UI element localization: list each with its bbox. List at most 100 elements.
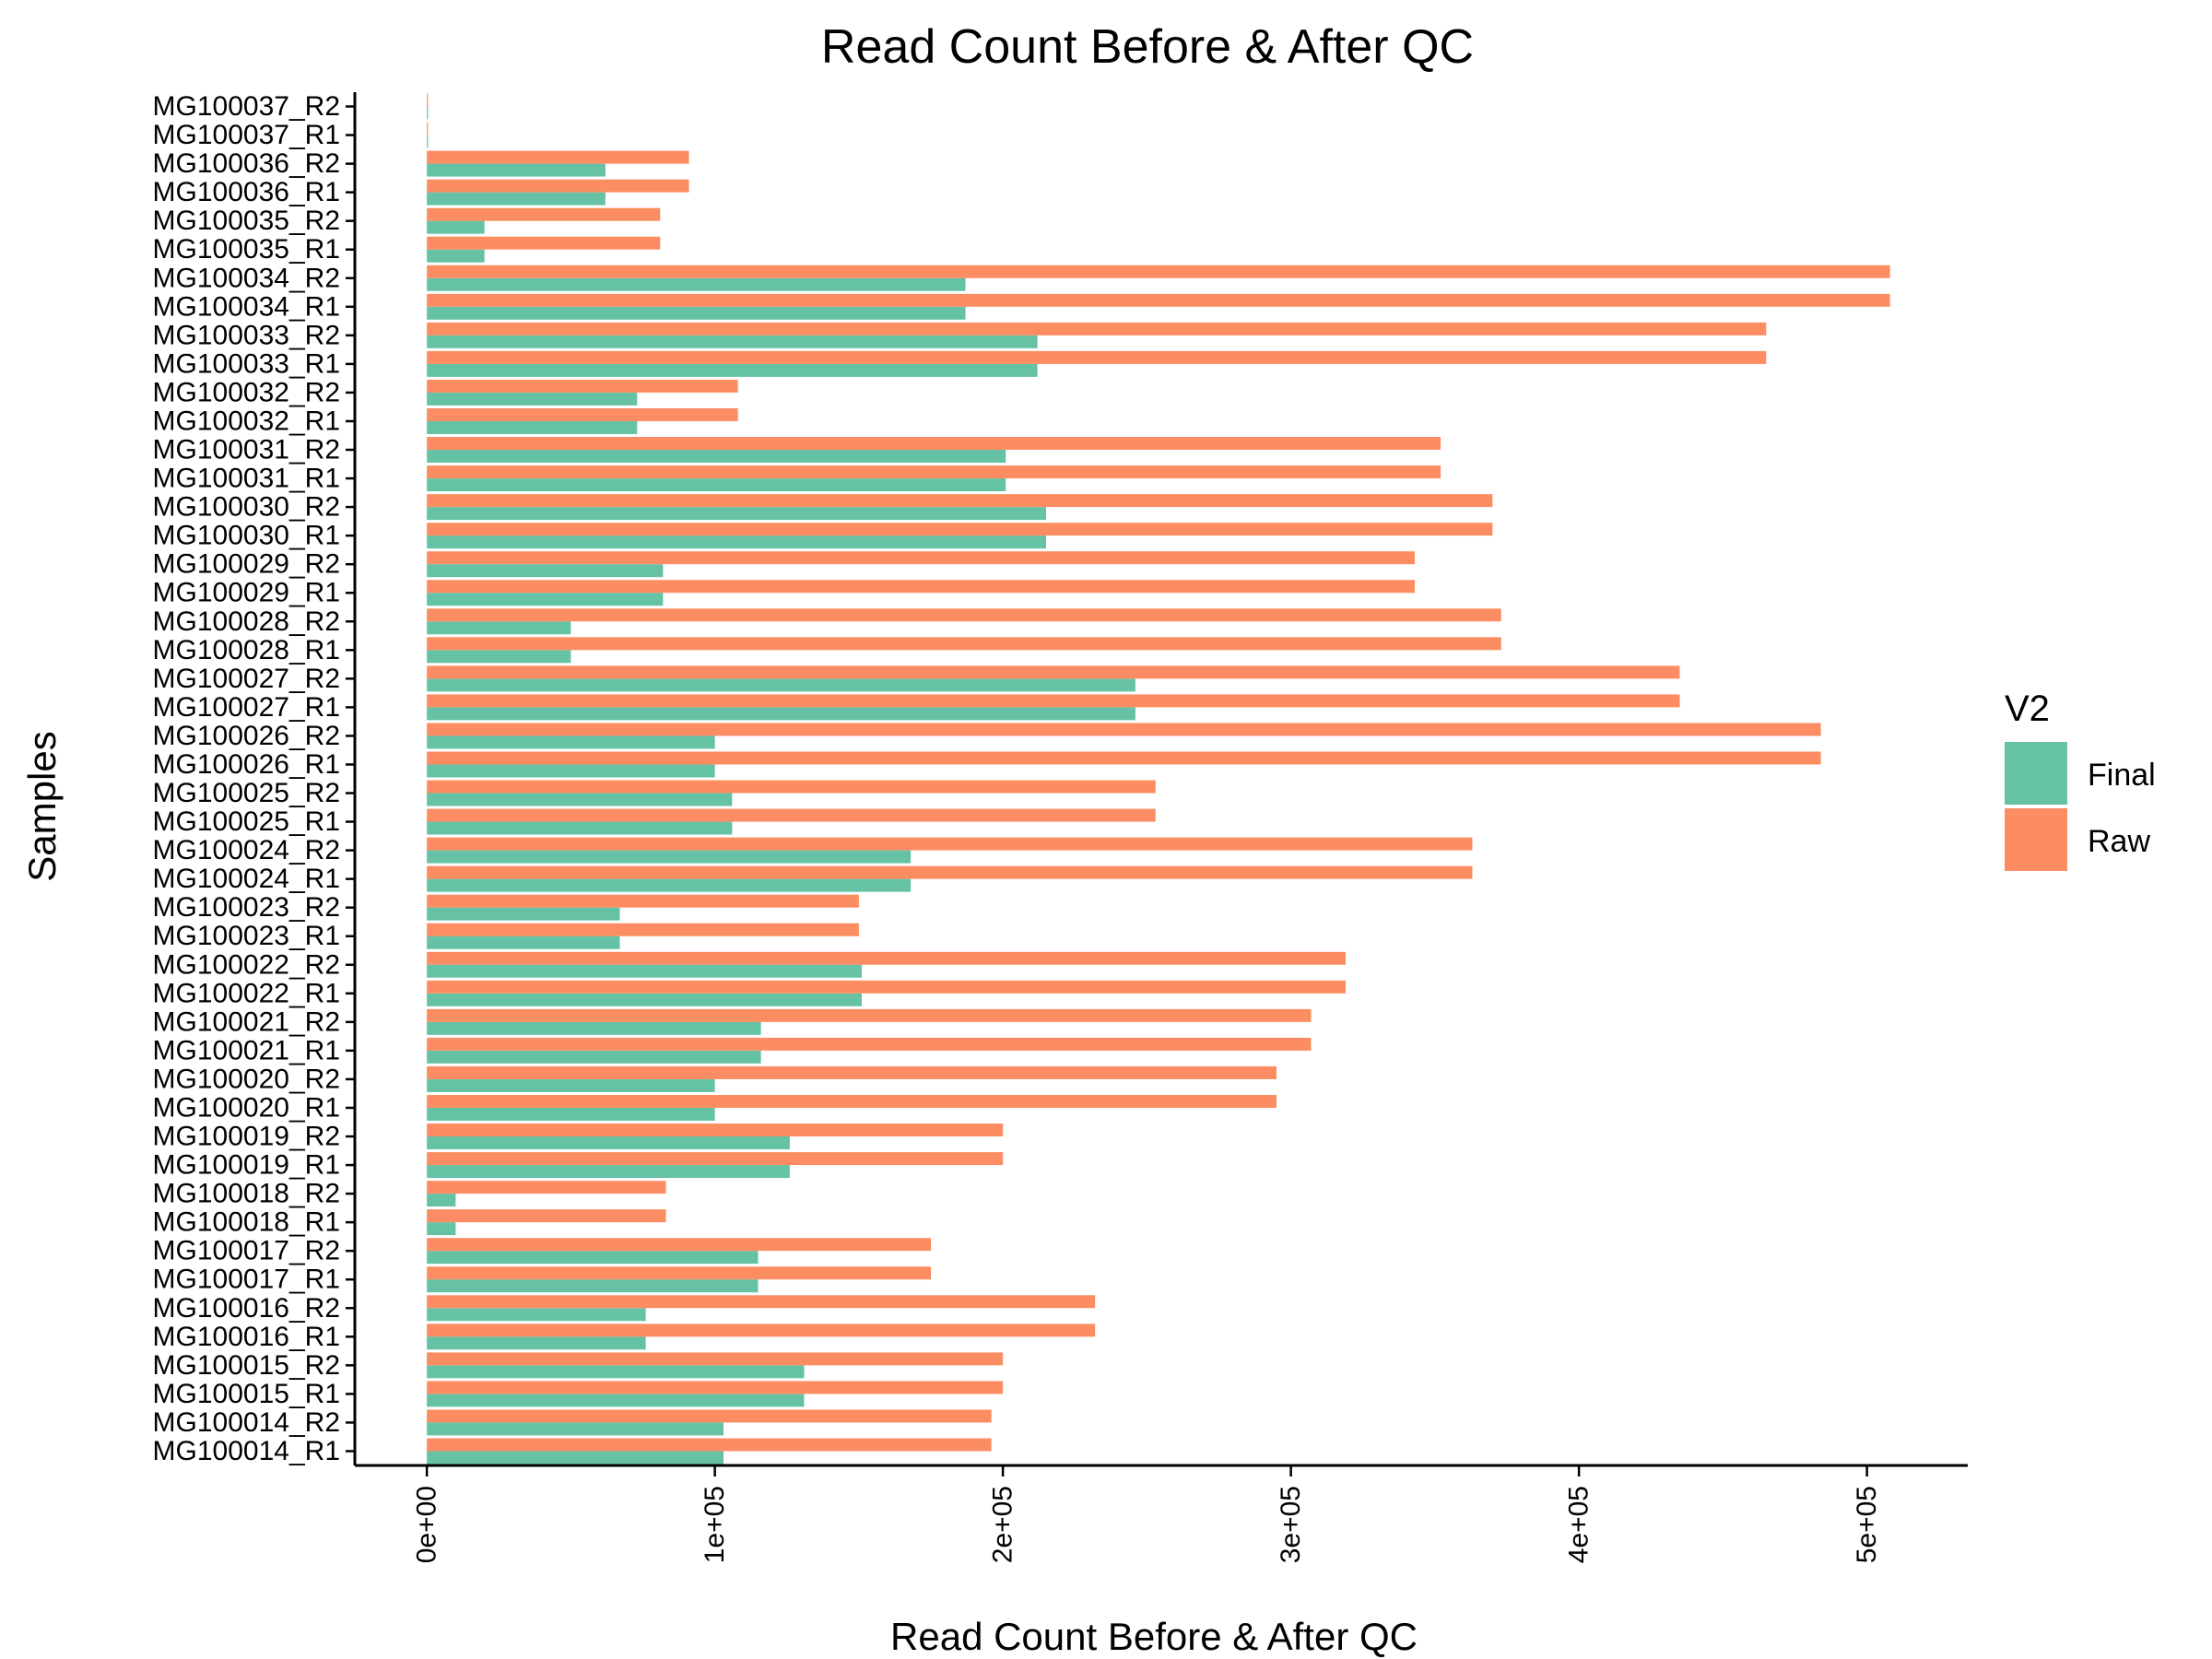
bar-final-mg100027_r2 [427, 678, 1135, 692]
y-tick-label: MG100020_R2 [153, 1064, 340, 1094]
y-tick-label: MG100022_R2 [153, 949, 340, 980]
bar-final-mg100037_r1 [427, 135, 429, 148]
x-axis: 0e+00 1e+05 2e+05 3e+05 4e+05 5e+05 [355, 1464, 1968, 1563]
bar-raw-mg100035_r1 [427, 236, 661, 250]
bar-final-mg100014_r1 [427, 1451, 724, 1465]
bar-raw-mg100030_r1 [427, 523, 1493, 536]
bar-raw-mg100027_r1 [427, 694, 1680, 708]
bar-final-mg100032_r2 [427, 392, 638, 406]
y-tick-label: MG100035_R1 [153, 234, 340, 265]
y-tick-label: MG100023_R2 [153, 892, 340, 923]
bar-raw-mg100037_r1 [427, 122, 429, 135]
bar-raw-mg100027_r2 [427, 665, 1680, 679]
y-tick-label: MG100032_R2 [153, 377, 340, 407]
bar-raw-mg100020_r2 [427, 1065, 1277, 1079]
bar-raw-mg100030_r2 [427, 494, 1493, 508]
bar-final-mg100016_r1 [427, 1336, 646, 1350]
y-tick-label: MG100018_R2 [153, 1179, 340, 1209]
bar-raw-mg100015_r1 [427, 1381, 1004, 1394]
y-tick-label: MG100033_R2 [153, 320, 340, 350]
y-tick-label: MG100029_R2 [153, 549, 340, 580]
bar-final-mg100030_r2 [427, 507, 1046, 521]
legend-label-final: Final [2088, 758, 2156, 793]
bar-raw-mg100029_r1 [427, 580, 1415, 594]
y-tick-label: MG100016_R2 [153, 1293, 340, 1324]
bar-final-mg100034_r1 [427, 306, 966, 320]
bar-raw-mg100021_r2 [427, 1008, 1312, 1022]
bar-final-mg100030_r1 [427, 535, 1046, 549]
bar-raw-mg100021_r1 [427, 1037, 1312, 1051]
bars-group [427, 93, 1890, 1465]
y-tick-label: MG100033_R1 [153, 348, 340, 379]
bar-final-mg100019_r1 [427, 1165, 790, 1179]
y-tick-label: MG100030_R1 [153, 521, 340, 551]
legend-title: V2 [2005, 688, 2050, 729]
y-tick-label: MG100034_R2 [153, 263, 340, 293]
bar-raw-mg100026_r2 [427, 723, 1821, 736]
y-tick-label: MG100031_R1 [153, 464, 340, 494]
bar-raw-mg100016_r2 [427, 1295, 1096, 1309]
y-tick-label: MG100015_R2 [153, 1350, 340, 1381]
bar-raw-mg100031_r2 [427, 437, 1441, 451]
y-tick-label: MG100032_R1 [153, 406, 340, 436]
bar-raw-mg100022_r2 [427, 951, 1346, 965]
bar-final-mg100019_r2 [427, 1136, 790, 1149]
bar-raw-mg100014_r1 [427, 1438, 992, 1452]
bar-final-mg100025_r1 [427, 821, 733, 835]
bar-raw-mg100015_r2 [427, 1352, 1004, 1366]
bar-final-mg100033_r2 [427, 335, 1038, 348]
bar-raw-mg100036_r2 [427, 150, 689, 164]
y-tick-label: MG100035_R2 [153, 206, 340, 236]
legend-key-raw [2005, 808, 2067, 871]
bar-raw-mg100017_r2 [427, 1238, 931, 1252]
bar-final-mg100026_r2 [427, 735, 715, 749]
y-tick-label: MG100017_R2 [153, 1236, 340, 1266]
bar-final-mg100020_r2 [427, 1078, 715, 1092]
bar-raw-mg100033_r2 [427, 322, 1767, 335]
bar-final-mg100032_r1 [427, 420, 638, 434]
y-tick-label: MG100037_R2 [153, 91, 340, 122]
x-tick-label: 0e+00 [412, 1486, 442, 1563]
y-tick-label: MG100026_R1 [153, 749, 340, 780]
bar-final-mg100016_r2 [427, 1308, 646, 1322]
y-tick-label: MG100027_R1 [153, 692, 340, 723]
y-tick-label: MG100030_R2 [153, 492, 340, 523]
bar-final-mg100028_r1 [427, 650, 571, 664]
y-tick-label: MG100028_R1 [153, 635, 340, 665]
bar-raw-mg100026_r1 [427, 751, 1821, 765]
bar-raw-mg100018_r1 [427, 1209, 666, 1223]
bar-final-mg100029_r1 [427, 593, 664, 606]
y-tick-label: MG100017_R1 [153, 1265, 340, 1295]
bar-raw-mg100035_r2 [427, 207, 661, 221]
bar-raw-mg100029_r2 [427, 551, 1415, 565]
bar-raw-mg100024_r1 [427, 865, 1473, 879]
y-tick-label: MG100031_R2 [153, 435, 340, 465]
y-tick-label: MG100022_R1 [153, 978, 340, 1008]
bar-final-mg100021_r2 [427, 1021, 761, 1035]
bar-raw-mg100031_r1 [427, 465, 1441, 479]
y-tick-label: MG100015_R1 [153, 1379, 340, 1409]
bar-raw-mg100024_r2 [427, 837, 1473, 851]
bar-raw-mg100019_r2 [427, 1124, 1004, 1137]
bar-final-mg100017_r2 [427, 1251, 759, 1265]
y-tick-label: MG100025_R2 [153, 778, 340, 808]
y-tick-label: MG100019_R1 [153, 1150, 340, 1181]
bar-final-mg100014_r2 [427, 1422, 724, 1436]
bar-final-mg100018_r1 [427, 1222, 456, 1236]
x-tick-label: 5e+05 [1852, 1486, 1882, 1563]
bar-final-mg100031_r2 [427, 450, 1006, 463]
bar-final-mg100020_r1 [427, 1107, 715, 1121]
y-tick-label: MG100027_R2 [153, 664, 340, 694]
y-tick-label: MG100018_R1 [153, 1207, 340, 1238]
bar-final-mg100031_r1 [427, 478, 1006, 492]
y-axis-title: Samples [20, 731, 64, 881]
y-tick-label: MG100019_R2 [153, 1122, 340, 1152]
y-tick-label: MG100036_R1 [153, 177, 340, 207]
bar-final-mg100025_r2 [427, 793, 733, 806]
bar-final-mg100034_r2 [427, 277, 966, 291]
legend: V2 Final Raw [2005, 688, 2156, 871]
legend-key-final [2005, 742, 2067, 805]
x-tick-label: 4e+05 [1564, 1486, 1594, 1563]
y-tick-label: MG100037_R1 [153, 120, 340, 150]
